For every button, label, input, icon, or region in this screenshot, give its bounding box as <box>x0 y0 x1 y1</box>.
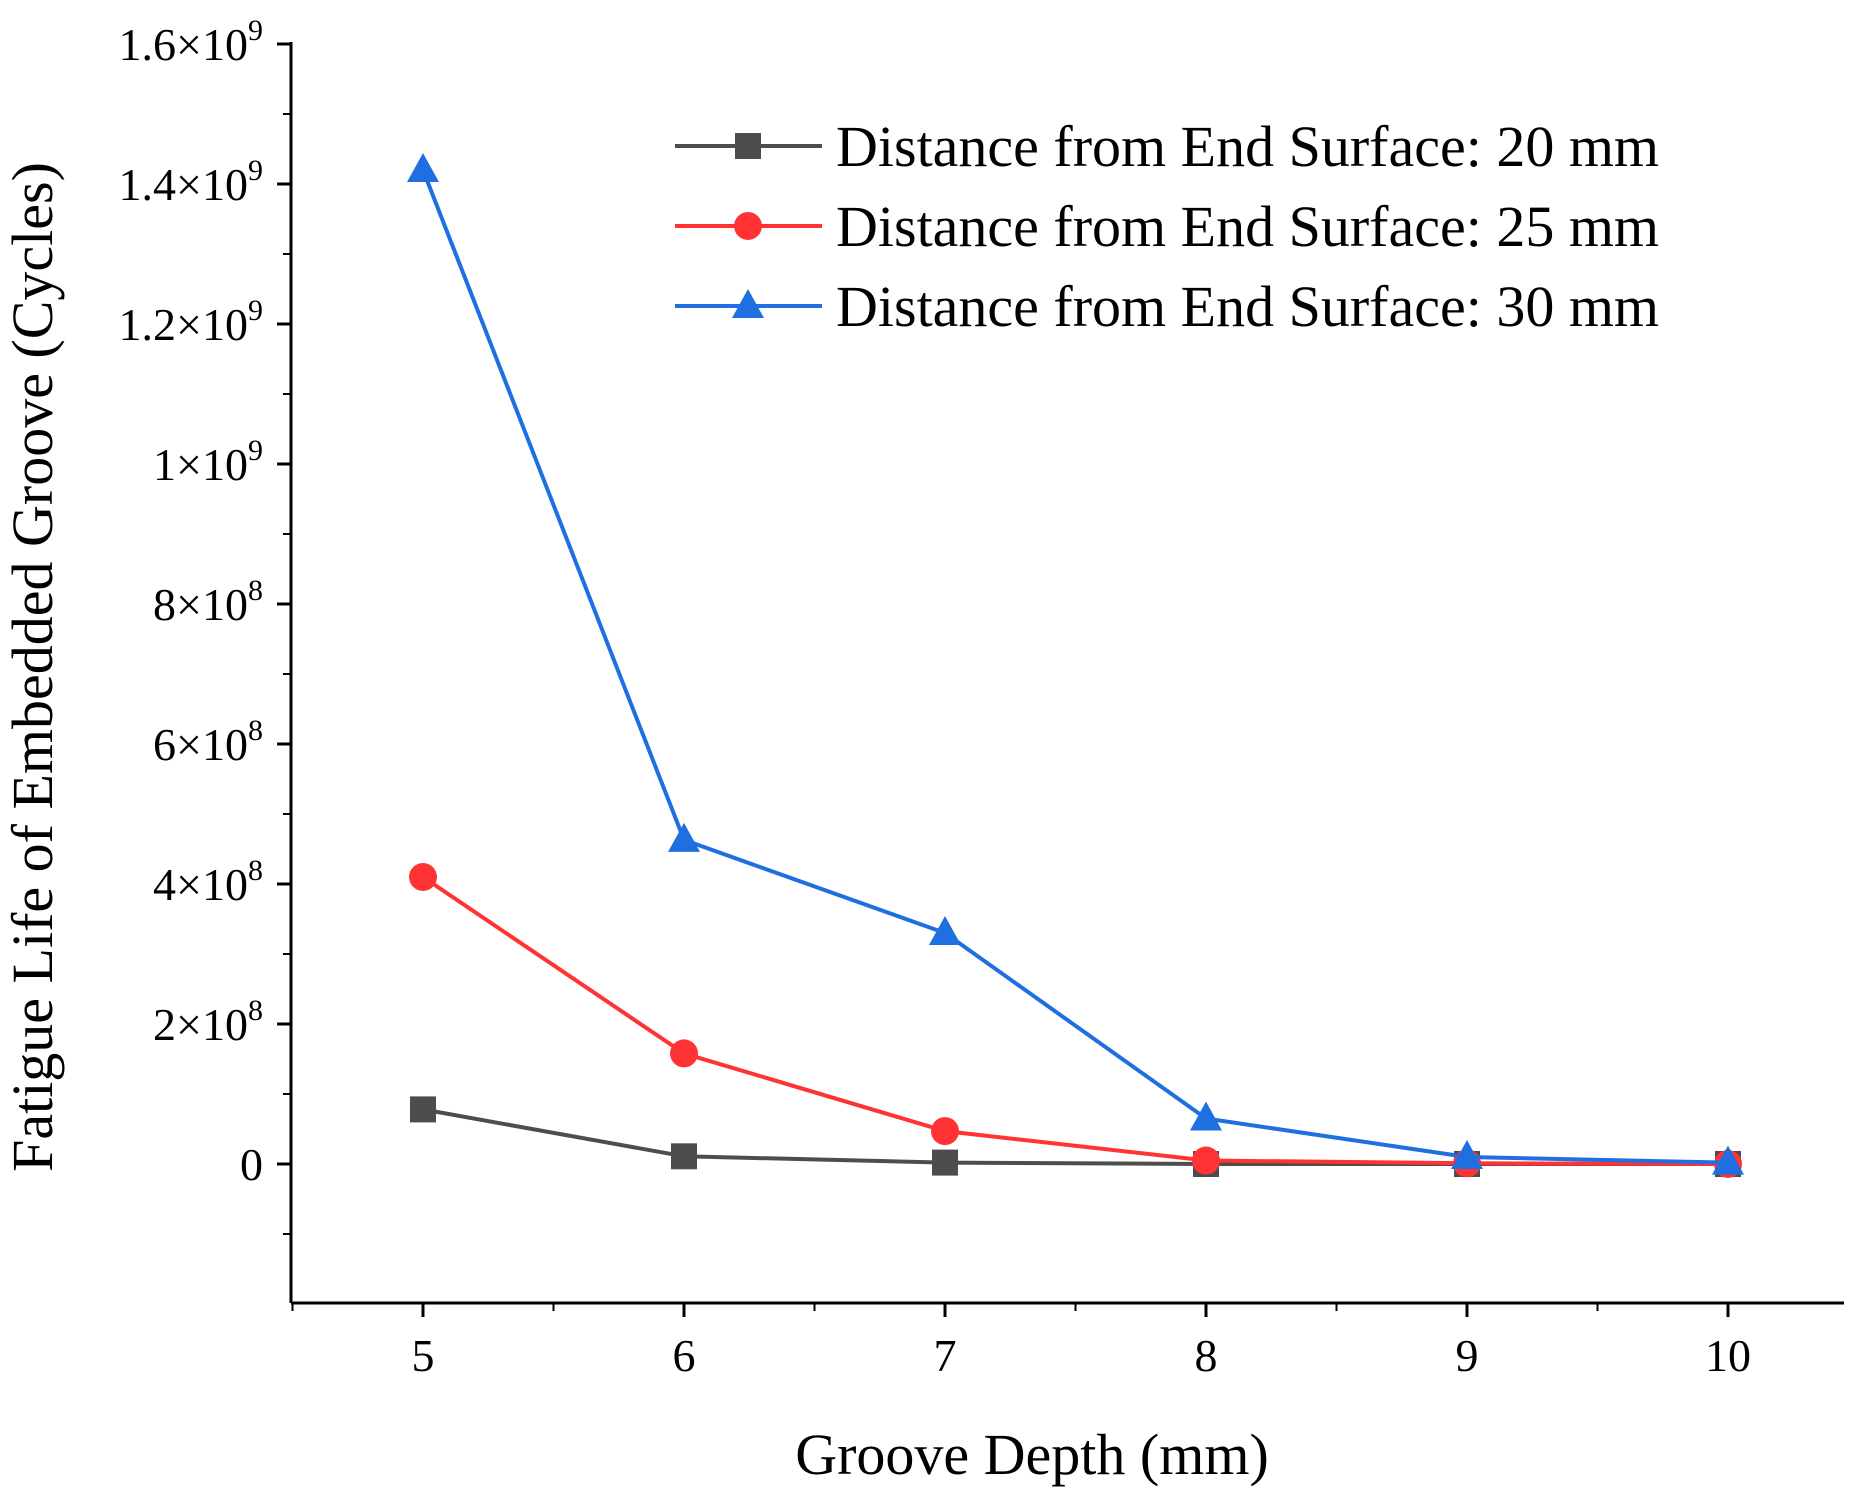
series-line <box>421 875 1729 1166</box>
data-point <box>929 916 961 945</box>
legend-label: Distance from End Surface: 25 mm <box>836 194 1659 259</box>
data-point <box>1712 1145 1744 1175</box>
data-point <box>410 1096 436 1123</box>
series-line <box>422 1107 1728 1166</box>
data-point <box>1192 1146 1220 1175</box>
x-tick-label: 9 <box>1456 1330 1479 1381</box>
y-tick-label: 1.4×109 <box>119 154 263 210</box>
legend-label: Distance from End Surface: 30 mm <box>836 274 1659 339</box>
series-layer <box>407 153 1744 1178</box>
legend-entry: Distance from End Surface: 25 mm <box>675 194 1659 259</box>
legend-entry: Distance from End Surface: 30 mm <box>675 274 1659 339</box>
legend-swatch-marker <box>735 133 761 159</box>
legend: Distance from End Surface: 20 mm Distance… <box>675 114 1659 339</box>
x-axis-title: Groove Depth (mm) <box>795 1422 1269 1487</box>
x-tick-label: 6 <box>673 1330 696 1381</box>
data-point <box>668 822 700 852</box>
data-point <box>931 1117 959 1146</box>
legend-entry: Distance from End Surface: 20 mm <box>675 114 1659 179</box>
data-point <box>1190 1101 1222 1131</box>
y-tick-label: 8×108 <box>153 574 263 630</box>
y-tick-label: 6×108 <box>153 714 263 770</box>
legend-swatch-marker <box>732 289 764 318</box>
legend-label: Distance from End Surface: 20 mm <box>836 114 1659 179</box>
series-2 <box>409 863 1742 1178</box>
axes: 5 6 7 8 9 10 0 2×108 4×108 6×108 8×108 1×109 1.2×109… <box>119 14 1844 1381</box>
y-tick-label: 4×108 <box>153 854 263 910</box>
x-tick-label: 5 <box>412 1330 435 1381</box>
data-point <box>670 1039 698 1068</box>
x-tick-label: 7 <box>934 1330 957 1381</box>
y-tick-label: 1×109 <box>153 434 263 490</box>
legend-swatch-marker <box>734 212 762 240</box>
y-tick-label: 2×108 <box>153 994 263 1050</box>
data-point <box>671 1143 697 1170</box>
series-line <box>421 169 1729 1165</box>
data-point <box>1451 1140 1483 1169</box>
y-axis-title: Fatigue Life of Embedded Groove (Cycles) <box>0 162 65 1172</box>
data-point <box>932 1149 958 1176</box>
x-tick-label: 8 <box>1195 1330 1218 1381</box>
y-tick-label: 0 <box>240 1139 263 1190</box>
data-point <box>407 153 439 182</box>
y-tick-label: 1.6×109 <box>119 14 263 70</box>
data-point <box>409 863 437 891</box>
y-tick-label: 1.2×109 <box>119 294 263 350</box>
series-3 <box>407 153 1744 1175</box>
x-tick-label: 10 <box>1705 1330 1751 1381</box>
